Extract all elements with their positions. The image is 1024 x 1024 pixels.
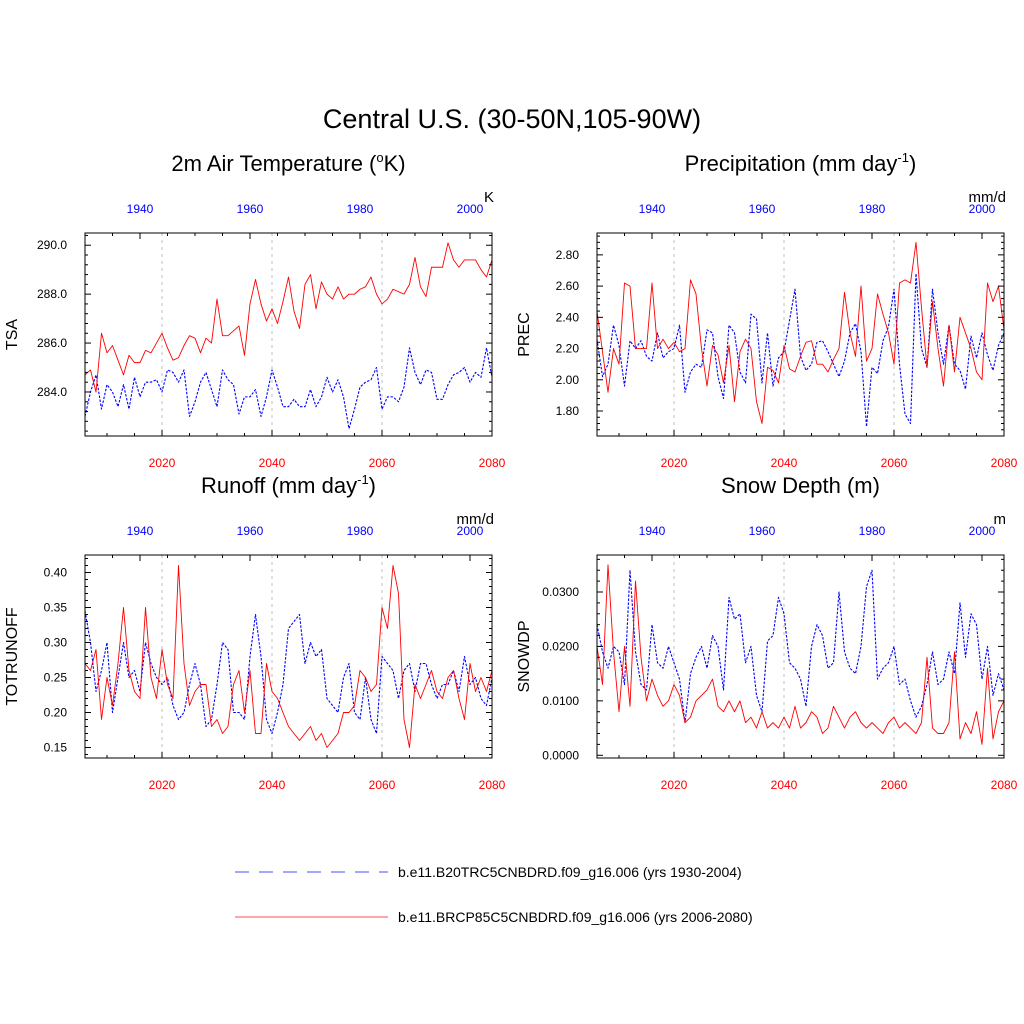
ytick-label-prec-2: 2.20 [556, 342, 580, 356]
xtick-bottom-label-prec-2080: 2080 [991, 456, 1018, 470]
ytick-label-runoff-2: 0.25 [44, 671, 68, 685]
ylabel-prec: PREC [516, 312, 533, 356]
panel-title-sup-runoff: -1 [357, 472, 369, 487]
panel-title-sup-prec: -1 [897, 150, 909, 165]
xtick-top-label-snowdp-1940: 1940 [639, 524, 666, 538]
panel-title-snowdp: Snow Depth (m) [721, 473, 880, 498]
panel-title-tsa: 2m Air Temperature (oK) [171, 150, 405, 176]
xtick-top-label-snowdp-2000: 2000 [969, 524, 996, 538]
legend: b.e11.B20TRC5CNBDRD.f09_g16.006 (yrs 193… [235, 864, 753, 925]
xtick-top-label-prec-1940: 1940 [639, 202, 666, 216]
xtick-bottom-label-runoff-2060: 2060 [369, 778, 396, 792]
xtick-top-label-prec-1960: 1960 [749, 202, 776, 216]
series-line-snowdp-historical [596, 569, 1005, 724]
xtick-top-label-tsa-1980: 1980 [347, 202, 374, 216]
xtick-top-label-prec-1980: 1980 [859, 202, 886, 216]
series-line-prec-future [596, 241, 1005, 424]
xtick-top-label-tsa-1960: 1960 [237, 202, 264, 216]
panel-title-main-runoff: Runoff (mm day [201, 473, 357, 498]
xtick-bottom-label-tsa-2040: 2040 [259, 456, 286, 470]
panel-title-end-runoff: ) [369, 473, 376, 498]
ytick-label-prec-4: 2.60 [556, 279, 580, 293]
ytick-label-prec-5: 2.80 [556, 248, 580, 262]
plot-frame-prec [596, 232, 1005, 437]
panel-title-prec: Precipitation (mm day-1) [685, 150, 917, 176]
ytick-label-runoff-0: 0.15 [44, 741, 68, 755]
panel-runoff: Runoff (mm day-1) TOTRUNOFF mm/d 0.15 0.20 0.… [4, 472, 506, 792]
xtick-bottom-label-snowdp-2080: 2080 [991, 778, 1018, 792]
ytick-label-snowdp-3: 0.0300 [542, 585, 579, 599]
plot-frame-tsa [84, 232, 493, 437]
panel-prec: Precipitation (mm day-1) PREC mm/d 1.80 2.00… [516, 150, 1018, 470]
figure-title: Central U.S. (30-50N,105-90W) [323, 104, 701, 134]
ytick-label-snowdp-2: 0.0200 [542, 639, 579, 653]
xtick-bottom-label-tsa-2080: 2080 [479, 456, 506, 470]
panel-title-sup-tsa: o [376, 150, 383, 165]
series-line-tsa-historical [84, 347, 493, 430]
plot-frame-snowdp [596, 554, 1005, 759]
series-line-snowdp-future [596, 564, 1005, 745]
panel-title-runoff: Runoff (mm day-1) [201, 472, 376, 498]
ytick-label-runoff-1: 0.20 [44, 706, 68, 720]
unit-label-runoff: mm/d [457, 511, 495, 528]
ytick-label-tsa-3: 290.0 [37, 238, 67, 252]
ytick-label-prec-1: 2.00 [556, 373, 580, 387]
ytick-label-tsa-1: 286.0 [37, 336, 67, 350]
ytick-label-tsa-0: 284.0 [37, 385, 67, 399]
legend-label-historical: b.e11.B20TRC5CNBDRD.f09_g16.006 (yrs 193… [398, 864, 742, 880]
panel-title-end-prec: ) [909, 151, 916, 176]
series-line-tsa-future [84, 242, 493, 393]
panel-title-main-snowdp: Snow Depth (m) [721, 473, 880, 498]
panel-title-main-prec: Precipitation (mm day [685, 151, 898, 176]
series-line-runoff-historical [84, 610, 493, 735]
xtick-bottom-label-prec-2060: 2060 [881, 456, 908, 470]
ytick-label-prec-0: 1.80 [556, 404, 580, 418]
xtick-top-label-runoff-1940: 1940 [127, 524, 154, 538]
ytick-label-prec-3: 2.40 [556, 310, 580, 324]
panel-tsa: 2m Air Temperature (oK) TSA K 284.0 286.0 288… [4, 150, 506, 470]
xtick-bottom-label-runoff-2020: 2020 [149, 778, 176, 792]
ylabel-snowdp: SNOWDP [516, 621, 533, 693]
xtick-top-label-runoff-1960: 1960 [237, 524, 264, 538]
xtick-bottom-label-snowdp-2020: 2020 [661, 778, 688, 792]
ytick-label-runoff-3: 0.30 [44, 636, 68, 650]
ytick-label-snowdp-1: 0.0100 [542, 694, 579, 708]
xtick-top-label-snowdp-1980: 1980 [859, 524, 886, 538]
xtick-bottom-label-snowdp-2040: 2040 [771, 778, 798, 792]
ytick-label-runoff-4: 0.35 [44, 601, 68, 615]
ylabel-tsa: TSA [4, 319, 21, 350]
ylabel-runoff: TOTRUNOFF [4, 607, 21, 706]
ytick-label-snowdp-0: 0.0000 [542, 748, 579, 762]
xtick-bottom-label-tsa-2060: 2060 [369, 456, 396, 470]
ytick-label-runoff-5: 0.40 [44, 566, 68, 580]
xtick-top-label-prec-2000: 2000 [969, 202, 996, 216]
panel-snowdp: Snow Depth (m) SNOWDP m 0.0000 0.0100 0.0200 0… [516, 473, 1018, 792]
xtick-top-label-snowdp-1960: 1960 [749, 524, 776, 538]
series-line-runoff-future [84, 565, 493, 748]
xtick-top-label-runoff-2000: 2000 [457, 524, 484, 538]
unit-label-tsa: K [484, 189, 494, 206]
xtick-top-label-tsa-1940: 1940 [127, 202, 154, 216]
panel-title-end-tsa: K) [384, 151, 406, 176]
legend-label-future: b.e11.BRCP85C5CNBDRD.f09_g16.006 (yrs 20… [398, 909, 753, 925]
xtick-bottom-label-runoff-2040: 2040 [259, 778, 286, 792]
xtick-bottom-label-prec-2040: 2040 [771, 456, 798, 470]
xtick-top-label-tsa-2000: 2000 [457, 202, 484, 216]
unit-label-snowdp: m [994, 511, 1007, 528]
xtick-top-label-runoff-1980: 1980 [347, 524, 374, 538]
panel-title-main-tsa: 2m Air Temperature ( [171, 151, 377, 176]
xtick-bottom-label-tsa-2020: 2020 [149, 456, 176, 470]
xtick-bottom-label-runoff-2080: 2080 [479, 778, 506, 792]
unit-label-prec: mm/d [969, 189, 1007, 206]
xtick-bottom-label-snowdp-2060: 2060 [881, 778, 908, 792]
panels: 2m Air Temperature (oK) TSA K 284.0 286.0 288… [4, 150, 1018, 792]
xtick-bottom-label-prec-2020: 2020 [661, 456, 688, 470]
ytick-label-tsa-2: 288.0 [37, 287, 67, 301]
